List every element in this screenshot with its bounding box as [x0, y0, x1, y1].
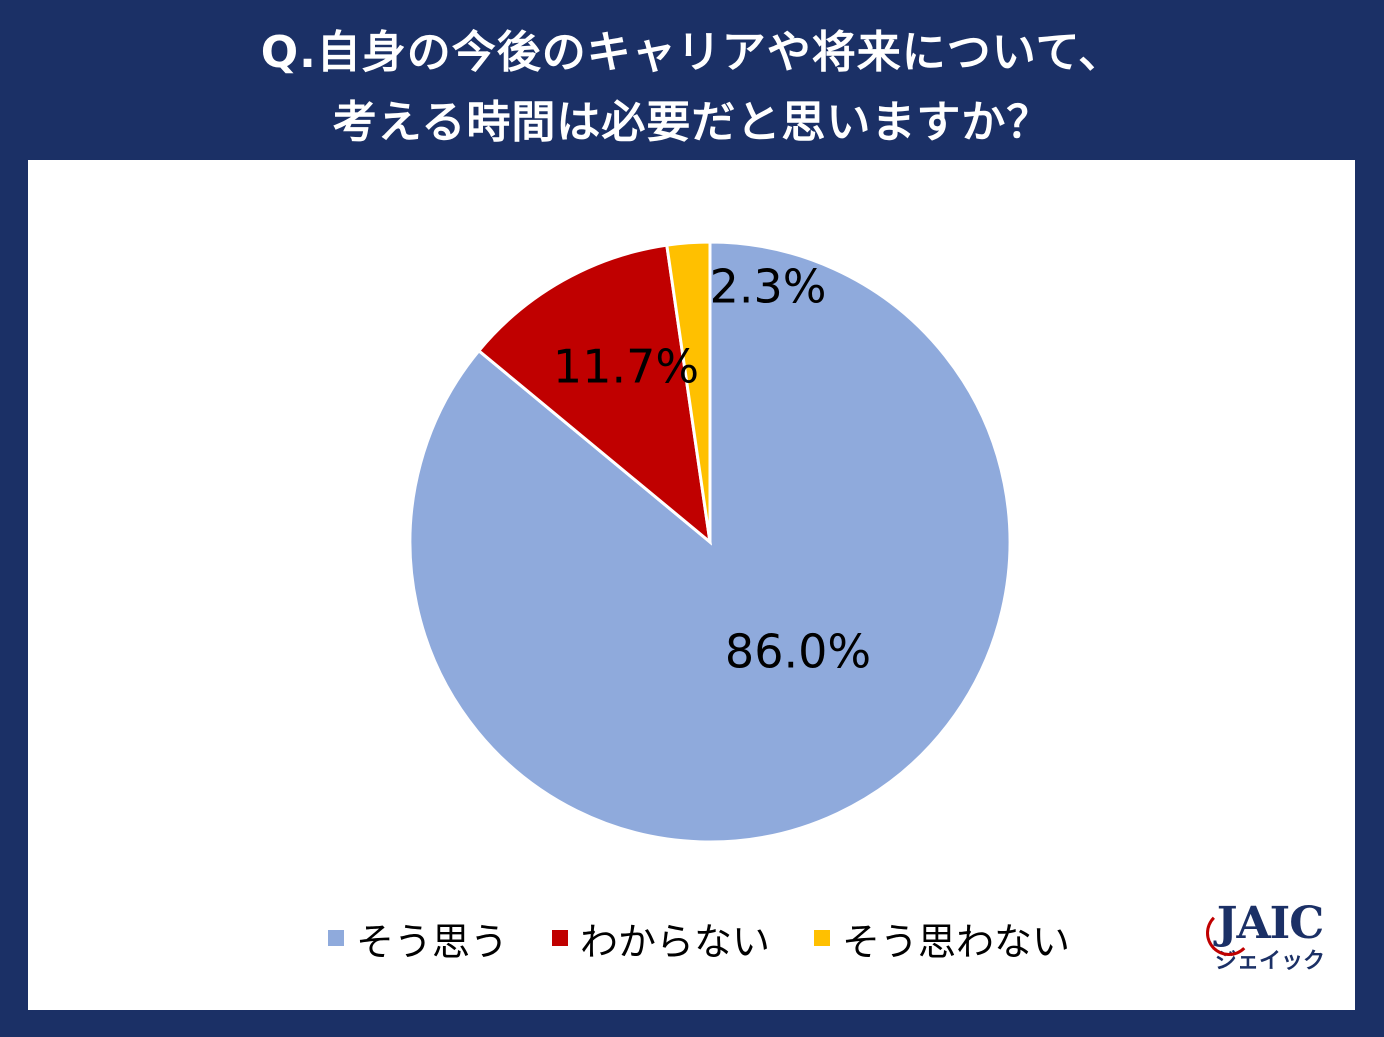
- jaic-logo: JAIC ジェイック: [1200, 900, 1340, 990]
- legend-swatch-sou-omowanai: [814, 930, 831, 946]
- chart-panel: 86.0% 11.7% 2.3% そう思う わからない そう思わない JAIC ジェ…: [28, 160, 1355, 1010]
- legend-item-wakaranai: わからない: [552, 911, 770, 966]
- logo-arc-icon: [1206, 910, 1252, 956]
- data-label-sou-omowanai: 2.3%: [710, 260, 827, 314]
- title-line-1: Q.自身の今後のキャリアや将来について、: [260, 27, 1124, 78]
- pie-slice-sou-omowanai: [665, 240, 712, 543]
- pie-slice-wakaranai: [476, 243, 713, 546]
- legend-item-sou-omou: そう思う: [328, 911, 508, 966]
- legend-label-sou-omowanai: そう思わない: [842, 919, 1071, 964]
- legend: そう思う わからない そう思わない: [328, 912, 1070, 964]
- chart-title: Q.自身の今後のキャリアや将来について、 考える時間は必要だと思いますか？: [0, 18, 1384, 158]
- data-label-sou-omou: 86.0%: [725, 625, 871, 679]
- legend-label-wakaranai: わからない: [580, 919, 771, 964]
- data-label-wakaranai: 11.7%: [553, 340, 699, 394]
- legend-swatch-sou-omou: [328, 930, 344, 946]
- logo-wordmark: JAIC: [1200, 900, 1340, 956]
- legend-item-sou-omowanai: そう思わない: [814, 911, 1070, 966]
- pie-chart: 86.0% 11.7%2.3%: [408, 240, 1012, 844]
- legend-label-sou-omou: そう思う: [356, 919, 509, 964]
- legend-swatch-wakaranai: [552, 930, 569, 946]
- title-line-2: 考える時間は必要だと思いますか？: [332, 97, 1052, 148]
